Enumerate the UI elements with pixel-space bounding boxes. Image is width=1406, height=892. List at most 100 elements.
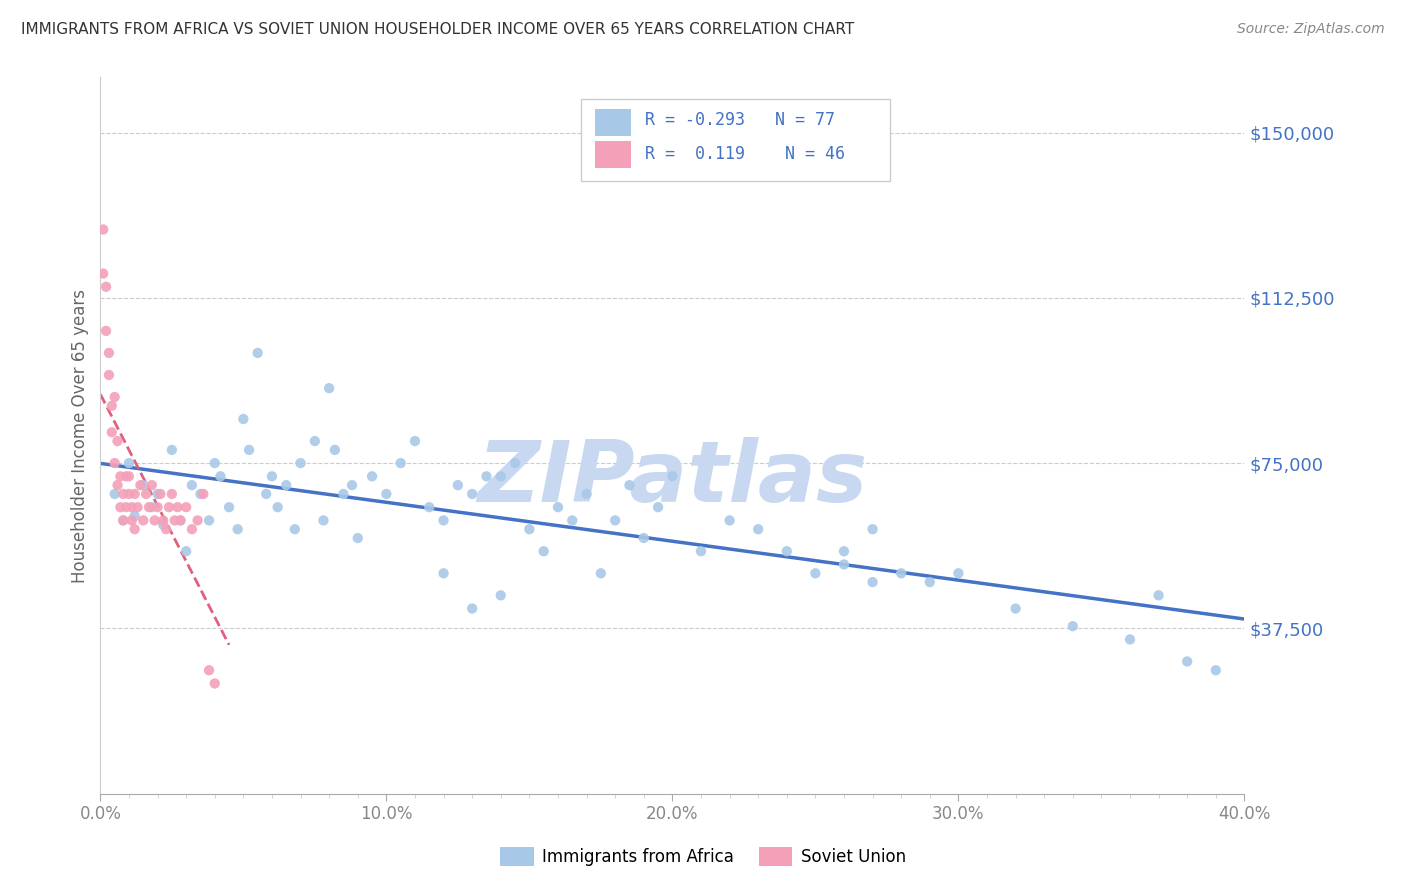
Point [169,513,191,527]
Point [112,513,135,527]
Text: ZIPatlas: ZIPatlas [477,437,868,520]
Point [475,469,498,483]
Point [124,522,146,536]
Point [432,513,454,527]
Point [112,487,135,501]
Point [190,487,212,501]
Point [254,487,277,501]
Point [104,456,127,470]
Point [862,522,884,536]
Point [547,500,569,515]
Point [160,442,183,457]
Point [503,456,526,470]
Point [1062,619,1084,633]
Point [375,487,398,501]
Point [198,663,221,677]
Point [890,566,912,581]
Point [1205,663,1227,677]
Point [690,544,713,558]
Point [312,513,335,527]
Point [152,517,174,532]
FancyBboxPatch shape [595,141,631,169]
Point [132,478,155,492]
Point [157,500,180,515]
Point [948,566,970,581]
Point [266,500,288,515]
Point [124,508,146,523]
Point [118,456,141,470]
Point [143,513,166,527]
Point [1175,655,1198,669]
Point [135,487,157,501]
Point [104,487,127,501]
Point [180,522,202,536]
Point [718,513,741,527]
Point [226,522,249,536]
Point [284,522,307,536]
Point [361,469,384,483]
Point [461,601,484,615]
Point [647,500,669,515]
Point [276,478,298,492]
Text: R = -0.293   N = 77: R = -0.293 N = 77 [645,112,835,129]
Text: R =  0.119    N = 46: R = 0.119 N = 46 [645,145,845,163]
Text: Source: ZipAtlas.com: Source: ZipAtlas.com [1237,22,1385,37]
Point [346,531,368,545]
Point [193,487,215,501]
Point [152,513,174,527]
Point [91,222,114,236]
Point [124,487,146,501]
Point [107,434,129,448]
Point [404,434,426,448]
Point [146,500,169,515]
Point [94,324,117,338]
Point [389,456,412,470]
Point [747,522,769,536]
Point [110,500,132,515]
Point [804,566,827,581]
Point [918,575,941,590]
FancyBboxPatch shape [581,99,890,181]
Point [146,487,169,501]
Point [155,522,177,536]
Point [97,346,120,360]
Y-axis label: Householder Income Over 65 years: Householder Income Over 65 years [72,288,89,582]
Point [129,478,152,492]
Point [533,544,555,558]
Point [121,500,143,515]
Point [304,434,326,448]
Point [1119,632,1142,647]
Point [332,487,354,501]
Point [198,513,221,527]
Point [461,487,484,501]
Point [115,500,138,515]
Point [110,469,132,483]
Point [619,478,641,492]
Point [107,478,129,492]
Point [169,513,191,527]
Point [489,588,512,602]
Point [832,558,855,572]
Point [138,500,160,515]
Point [218,500,240,515]
FancyBboxPatch shape [595,109,631,136]
Point [180,478,202,492]
Point [246,346,269,360]
Point [118,487,141,501]
Point [174,500,197,515]
Point [97,368,120,382]
Point [101,425,124,440]
Point [104,390,127,404]
Point [418,500,440,515]
Point [121,513,143,527]
Point [127,500,149,515]
Point [238,442,260,457]
Point [1004,601,1026,615]
Point [589,566,612,581]
Point [519,522,541,536]
Point [94,280,117,294]
Point [290,456,312,470]
Point [661,469,683,483]
Point [91,267,114,281]
Point [160,487,183,501]
